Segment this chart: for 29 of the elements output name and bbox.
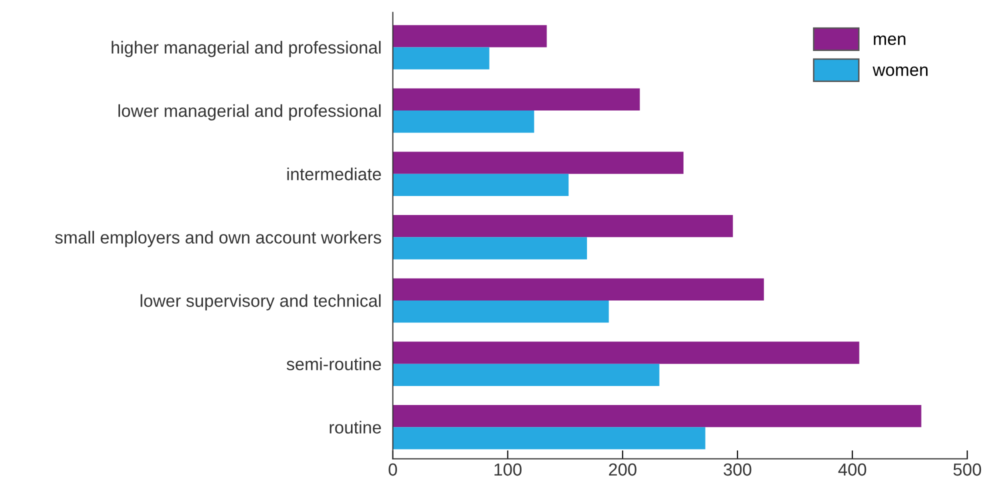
bar [392,342,860,364]
x-tick-label: 300 [724,463,752,476]
bar [392,404,922,428]
legend-label: men [874,36,906,46]
bar [392,152,684,174]
bar [392,300,609,323]
x-tick-label: 100 [494,463,522,476]
bar [392,88,640,111]
x-tick-label: 200 [608,463,636,476]
y-tick-label: higher managerial and professional [112,40,381,58]
bar [392,215,733,238]
y-tick-label: intermediate [287,168,381,180]
bar [392,174,569,196]
y-tick-label: semi-routine [286,358,381,370]
legend-label: women [872,66,928,76]
bar [392,427,706,450]
x-tick-label: 400 [838,463,866,476]
y-tick-label: routine [330,420,381,434]
bar [392,110,534,133]
x-tick-label: 0 [388,463,397,476]
y-tick-label: lower managerial and professional [118,104,381,120]
bar [392,364,660,386]
bar [392,237,587,260]
y-tick-label: small employers and own account workers [55,230,382,248]
bar [392,47,490,70]
x-tick-label: 500 [953,463,982,476]
bar [392,25,547,48]
y-tick-label: lower supervisory and technical [140,294,381,310]
bar [392,278,764,300]
